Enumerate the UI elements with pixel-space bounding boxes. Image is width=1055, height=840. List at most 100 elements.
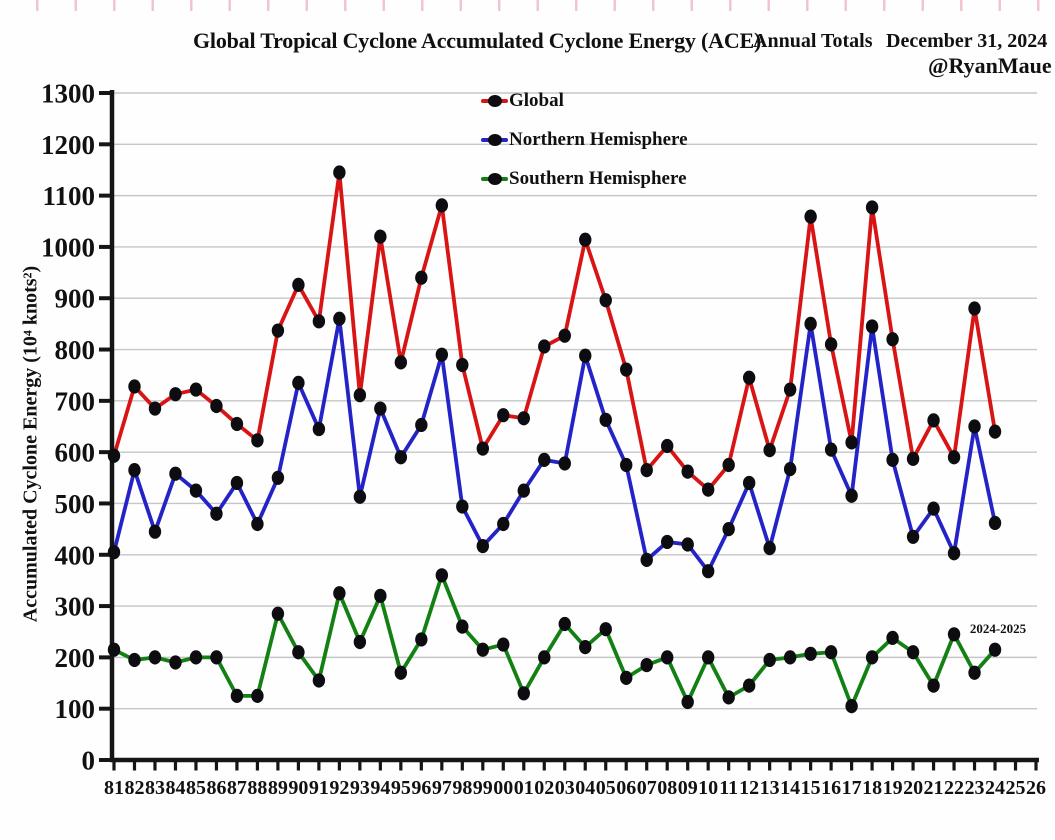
- data-point-marker: [968, 665, 981, 680]
- data-point-marker: [230, 416, 244, 432]
- data-point-marker: [845, 488, 858, 503]
- data-point-marker: [189, 650, 203, 665]
- x-tick-label: 17: [842, 777, 862, 799]
- data-point-marker: [497, 516, 510, 532]
- x-tick-label: 25: [1006, 777, 1026, 799]
- data-point-marker: [906, 645, 920, 660]
- data-point-marker: [169, 466, 182, 481]
- x-tick-label: 00: [493, 777, 513, 799]
- data-point-marker: [230, 688, 244, 703]
- data-point-marker: [845, 699, 858, 714]
- data-point-marker: [701, 564, 715, 579]
- y-tick-label: 1300: [41, 79, 95, 109]
- data-point-marker: [374, 588, 387, 603]
- data-point-marker: [292, 277, 305, 292]
- data-point-marker: [333, 586, 346, 601]
- x-tick-label: 14: [780, 777, 800, 799]
- data-point-marker: [128, 379, 141, 394]
- data-point-marker: [558, 616, 571, 632]
- data-point-marker: [558, 456, 571, 471]
- data-point-marker: [353, 388, 367, 403]
- x-tick-label: 16: [821, 777, 841, 799]
- legend-line-global: [481, 95, 508, 107]
- data-point-marker: [865, 650, 879, 665]
- data-point-marker: [681, 694, 694, 710]
- data-point-marker: [947, 546, 961, 561]
- data-point-marker: [476, 538, 490, 554]
- x-tick-label: 95: [391, 777, 411, 799]
- data-point-marker: [271, 470, 285, 485]
- data-point-marker: [640, 657, 653, 673]
- x-tick-label: 07: [637, 777, 657, 799]
- data-point-marker: [742, 678, 756, 693]
- data-point-marker: [415, 632, 428, 647]
- data-point-marker: [292, 645, 305, 660]
- data-point-marker: [763, 540, 776, 556]
- data-point-marker: [599, 293, 612, 308]
- x-tick-label: 12: [739, 777, 759, 799]
- x-tick-label: 13: [760, 777, 780, 799]
- data-point-marker: [148, 524, 162, 539]
- data-point-marker: [538, 339, 551, 354]
- data-point-marker: [968, 301, 981, 316]
- x-tick-label: 82: [124, 777, 144, 799]
- data-point-marker: [845, 435, 858, 450]
- y-tick-label: 1200: [41, 130, 95, 160]
- data-point-marker: [824, 337, 838, 352]
- chart-date: December 31, 2024: [886, 30, 1048, 52]
- y-tick-label: 900: [55, 284, 96, 314]
- data-point-marker: [210, 398, 223, 414]
- x-tick-label: 08: [657, 777, 677, 799]
- chart-title: Global Tropical Cyclone Accumulated Cycl…: [193, 28, 762, 53]
- x-tick-label: 18: [862, 777, 882, 799]
- data-point-marker: [763, 443, 776, 458]
- data-point-marker: [804, 646, 817, 661]
- data-point-marker: [579, 640, 592, 655]
- legend-line-northern-hemisphere: [481, 134, 508, 146]
- x-tick-label: 88: [247, 777, 267, 799]
- data-point-marker: [681, 537, 694, 552]
- data-point-marker: [886, 630, 899, 645]
- x-tick-label: 10: [698, 777, 718, 799]
- x-tick-label: 19: [883, 777, 903, 799]
- data-point-marker: [783, 650, 797, 665]
- data-point-marker: [579, 232, 592, 247]
- data-point-marker: [271, 606, 285, 621]
- y-tick-label: 800: [55, 335, 96, 365]
- data-point-marker: [701, 650, 715, 665]
- data-point-marker: [988, 424, 1002, 439]
- x-tick-label: 20: [903, 777, 923, 799]
- legend-label: Global: [509, 90, 564, 111]
- data-point-marker: [804, 316, 817, 331]
- legend-label: Southern Hemisphere: [509, 168, 687, 189]
- data-point-marker: [394, 450, 408, 465]
- x-axis-ticks: 81 82 83 84 85 86 87 88 89 90 91 92 93 94 95 96 97 98 99 00…: [104, 760, 1046, 799]
- data-point-marker: [927, 501, 940, 516]
- data-point-marker: [783, 382, 797, 397]
- data-point-marker: [415, 417, 428, 433]
- y-axis-ticks: 0 100 200 300 400 500 600 700 800 900 1000 1100 1200…: [41, 79, 112, 776]
- data-point-marker: [374, 229, 387, 244]
- data-point-marker: [804, 209, 817, 224]
- y-tick-label: 100: [55, 694, 96, 724]
- data-point-marker: [353, 634, 367, 650]
- annotation-2024-2025: 2024-2025: [969, 621, 1027, 636]
- data-point-marker: [640, 552, 653, 568]
- x-tick-label: 22: [944, 777, 964, 799]
- data-point-marker: [517, 686, 530, 701]
- x-tick-label: 26: [1026, 777, 1046, 799]
- x-tick-label: 11: [719, 777, 738, 799]
- data-point-marker: [517, 483, 530, 498]
- x-tick-label: 04: [575, 777, 595, 799]
- data-point-marker: [620, 362, 633, 377]
- data-point-marker: [722, 690, 735, 705]
- data-point-marker: [456, 499, 469, 514]
- x-tick-label: 21: [924, 777, 944, 799]
- x-tick-label: 98: [452, 777, 472, 799]
- series-global: [107, 165, 1002, 497]
- data-point-marker: [251, 688, 264, 703]
- data-point-marker: [865, 200, 879, 215]
- y-tick-label: 0: [82, 746, 96, 776]
- data-point-marker: [640, 463, 653, 478]
